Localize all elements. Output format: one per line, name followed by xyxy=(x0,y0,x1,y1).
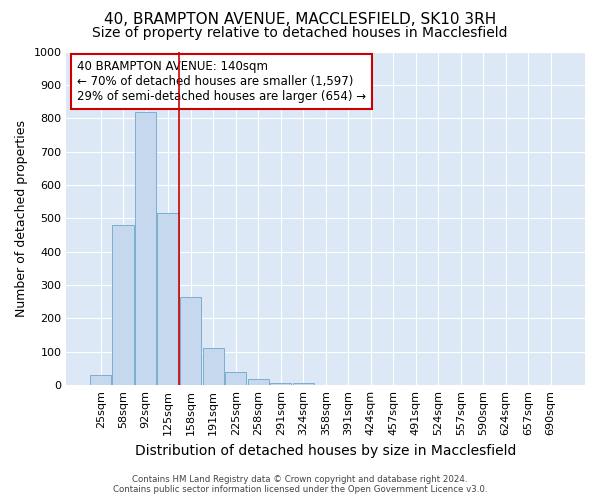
X-axis label: Distribution of detached houses by size in Macclesfield: Distribution of detached houses by size … xyxy=(135,444,517,458)
Bar xyxy=(225,372,247,385)
Text: Contains HM Land Registry data © Crown copyright and database right 2024.
Contai: Contains HM Land Registry data © Crown c… xyxy=(113,474,487,494)
Bar xyxy=(248,378,269,385)
Y-axis label: Number of detached properties: Number of detached properties xyxy=(15,120,28,317)
Text: 40, BRAMPTON AVENUE, MACCLESFIELD, SK10 3RH: 40, BRAMPTON AVENUE, MACCLESFIELD, SK10 … xyxy=(104,12,496,28)
Bar xyxy=(157,214,179,385)
Text: 40 BRAMPTON AVENUE: 140sqm
← 70% of detached houses are smaller (1,597)
29% of s: 40 BRAMPTON AVENUE: 140sqm ← 70% of deta… xyxy=(77,60,366,103)
Bar xyxy=(270,382,292,385)
Bar xyxy=(180,297,202,385)
Bar xyxy=(90,375,112,385)
Text: Size of property relative to detached houses in Macclesfield: Size of property relative to detached ho… xyxy=(92,26,508,40)
Bar xyxy=(293,382,314,385)
Bar xyxy=(135,112,157,385)
Bar xyxy=(112,225,134,385)
Bar xyxy=(203,348,224,385)
